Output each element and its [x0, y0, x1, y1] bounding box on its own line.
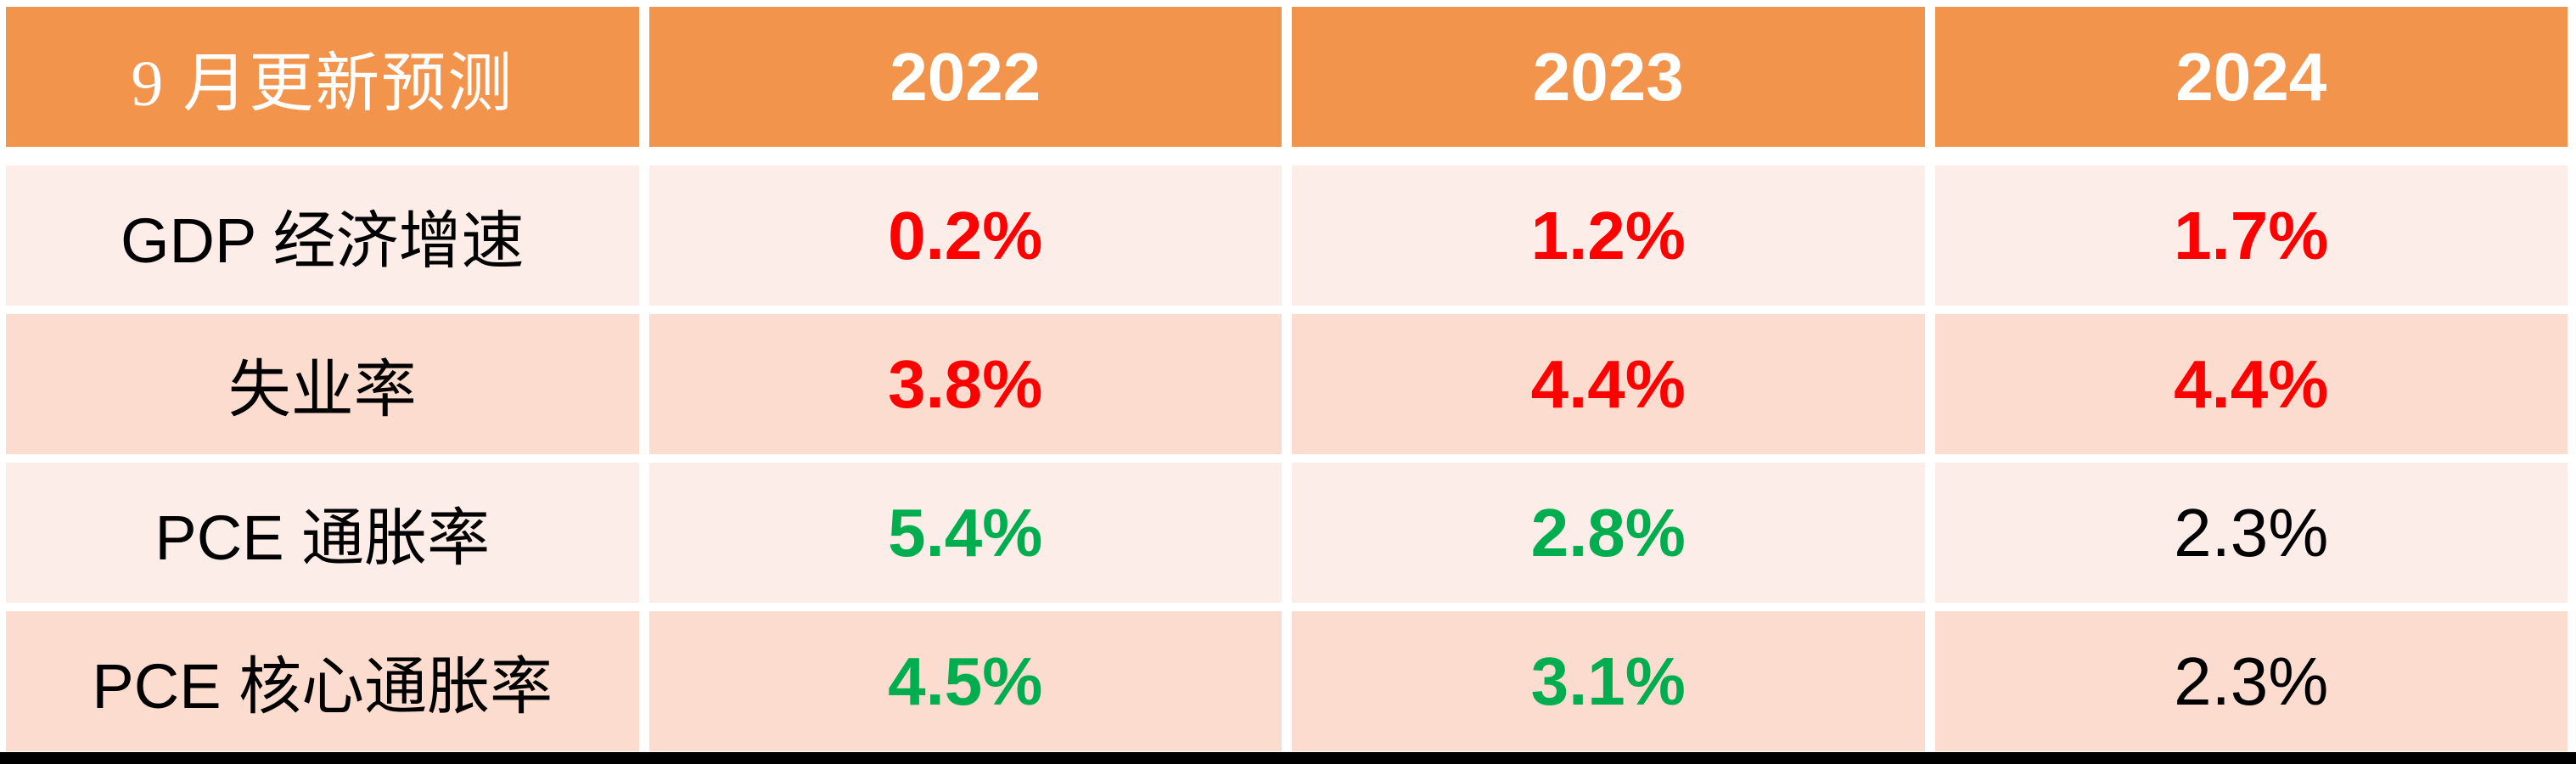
unemployment-2024-value: 4.4%: [1934, 314, 2568, 454]
gdp-growth-2022-value: 0.2%: [648, 166, 1282, 306]
pce-inflation-2023-value: 2.8%: [1292, 463, 1925, 603]
pce-inflation-2022-value: 5.4%: [648, 463, 1282, 603]
unemployment-2022-value: 3.8%: [648, 314, 1282, 454]
table-title-cell: 9 月更新预测: [6, 7, 639, 147]
row-label-core-pce-inflation: PCE 核心通胀率: [6, 611, 639, 751]
gdp-growth-2023-value: 1.2%: [1292, 166, 1925, 306]
table-row-unemployment: 失业率 3.8% 4.4% 4.4%: [6, 314, 2568, 454]
forecast-table: 9 月更新预测 2022 2023 2024 GDP 经济增速 0.2% 1.2…: [6, 7, 2568, 760]
gdp-growth-2024-value: 1.7%: [1934, 166, 2568, 306]
table-row-pce-inflation: PCE 通胀率 5.4% 2.8% 2.3%: [6, 463, 2568, 603]
core-pce-2022-value: 4.5%: [648, 611, 1282, 751]
core-pce-2024-value: 2.3%: [1934, 611, 2568, 751]
year-header-2024: 2024: [1934, 7, 2568, 147]
table-header-row: 9 月更新预测 2022 2023 2024: [6, 7, 2568, 147]
pce-inflation-2024-value: 2.3%: [1934, 463, 2568, 603]
bottom-black-bar: [0, 752, 2576, 764]
row-label-pce-inflation: PCE 通胀率: [6, 463, 639, 603]
row-label-gdp-growth: GDP 经济增速: [6, 166, 639, 306]
table-row-gdp-growth: GDP 经济增速 0.2% 1.2% 1.7%: [6, 166, 2568, 306]
table-row-core-pce-inflation: PCE 核心通胀率 4.5% 3.1% 2.3%: [6, 611, 2568, 751]
row-label-unemployment: 失业率: [6, 314, 639, 454]
year-header-2023: 2023: [1292, 7, 1925, 147]
unemployment-2023-value: 4.4%: [1292, 314, 1925, 454]
year-header-2022: 2022: [648, 7, 1282, 147]
core-pce-2023-value: 3.1%: [1292, 611, 1925, 751]
